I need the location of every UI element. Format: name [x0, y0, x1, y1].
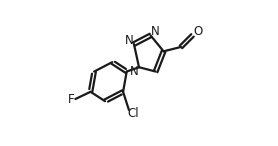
- Text: N: N: [125, 34, 134, 47]
- Text: N: N: [130, 65, 139, 78]
- Text: F: F: [68, 93, 74, 106]
- Text: N: N: [151, 25, 160, 38]
- Text: Cl: Cl: [127, 107, 139, 120]
- Text: O: O: [193, 25, 202, 38]
